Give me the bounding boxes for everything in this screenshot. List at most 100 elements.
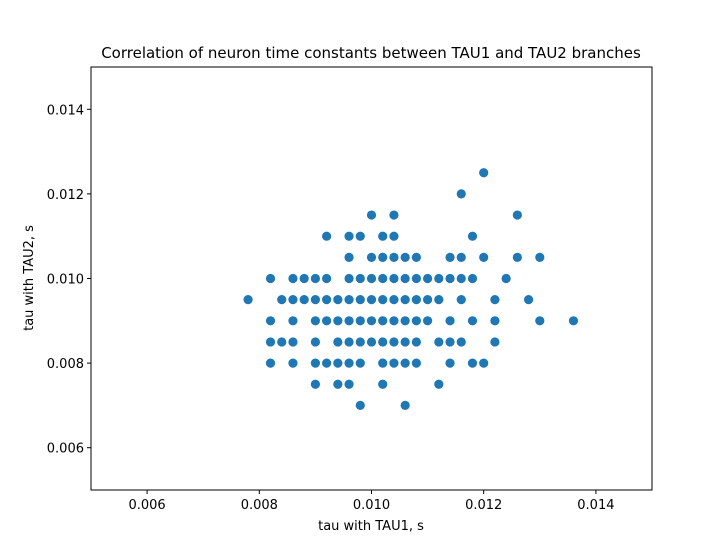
scatter-point [389,337,399,347]
scatter-point [344,358,354,368]
scatter-point [355,358,365,368]
scatter-point [378,231,388,241]
scatter-point [344,379,354,389]
x-tick-label: 0.010 [353,498,390,513]
scatter-point [445,337,455,347]
scatter-point [423,273,433,284]
scatter-point [400,358,410,368]
scatter-point [523,295,534,305]
scatter-point [322,273,332,284]
scatter-point [378,316,388,326]
scatter-point [389,316,399,326]
scatter-point [322,358,332,368]
scatter-point [366,252,377,262]
scatter-point [355,231,365,241]
scatter-point [434,295,444,305]
scatter-point [389,273,399,284]
scatter-point [265,358,276,368]
scatter-point [355,295,365,305]
scatter-point [366,337,377,347]
scatter-point [322,295,332,305]
scatter-point [411,337,421,347]
scatter-point [344,316,354,326]
scatter-point [277,337,287,347]
scatter-point [456,189,466,199]
scatter-point [344,231,354,241]
scatter-point [479,358,489,368]
scatter-point [445,252,455,262]
y-tick-label: 0.006 [47,442,84,457]
scatter-point [310,337,320,347]
x-tick-label: 0.014 [577,498,614,513]
scatter-point [366,210,377,220]
scatter-point [378,379,388,389]
scatter-point [445,316,455,326]
scatter-point [243,295,253,305]
scatter-point [355,273,365,284]
data-points [243,168,579,410]
scatter-point [366,295,377,305]
scatter-point [378,252,388,262]
y-axis-title: tau with TAU2, s [22,225,37,331]
scatter-point [467,231,478,241]
scatter-point [467,358,478,368]
scatter-point [400,400,410,410]
scatter-point [288,337,298,347]
scatter-point [366,316,377,326]
x-axis-title: tau with TAU1, s [318,519,424,534]
scatter-point [568,316,579,326]
scatter-point [310,358,320,368]
scatter-point [490,295,500,305]
scatter-point [344,273,354,284]
scatter-point [423,295,433,305]
scatter-point [310,316,320,326]
scatter-point [378,273,388,284]
scatter-point [355,316,365,326]
y-tick-label: 0.014 [47,103,84,118]
scatter-point [400,295,410,305]
scatter-point [445,358,455,368]
scatter-point [355,337,365,347]
scatter-point [299,273,309,284]
scatter-point [434,337,444,347]
scatter-point [456,295,466,305]
scatter-point [456,337,466,347]
scatter-point [310,295,320,305]
scatter-point [479,252,489,262]
scatter-point [467,273,478,284]
axis-ticks: 0.006 0.008 0.010 0.012 0.014 0.006 0.008 0.010… [47,103,615,513]
scatter-point [288,358,298,368]
scatter-point [411,295,421,305]
chart-title: Correlation of neuron time constants bet… [101,44,641,62]
scatter-point [389,231,399,241]
x-tick-label: 0.008 [241,498,278,513]
scatter-point [535,316,545,326]
scatter-point [434,379,444,389]
scatter-point [423,316,433,326]
scatter-point [333,295,343,305]
scatter-point [344,295,354,305]
scatter-point [333,316,343,326]
scatter-point [445,273,455,284]
scatter-point [389,358,399,368]
y-tick-label: 0.010 [47,273,84,288]
scatter-point [265,316,276,326]
scatter-point [411,358,421,368]
scatter-point [310,379,320,389]
y-tick-label: 0.008 [47,357,84,372]
scatter-point [490,316,500,326]
scatter-point [277,295,287,305]
scatter-point [400,252,410,262]
scatter-point [456,252,466,262]
scatter-point [389,252,399,262]
scatter-point [333,358,343,368]
scatter-point [400,273,410,284]
plot-frame [90,66,653,491]
scatter-point [479,168,489,178]
scatter-point [456,273,466,284]
scatter-point [411,273,421,284]
scatter-point [265,273,276,284]
scatter-point [344,337,354,347]
scatter-point [400,316,410,326]
